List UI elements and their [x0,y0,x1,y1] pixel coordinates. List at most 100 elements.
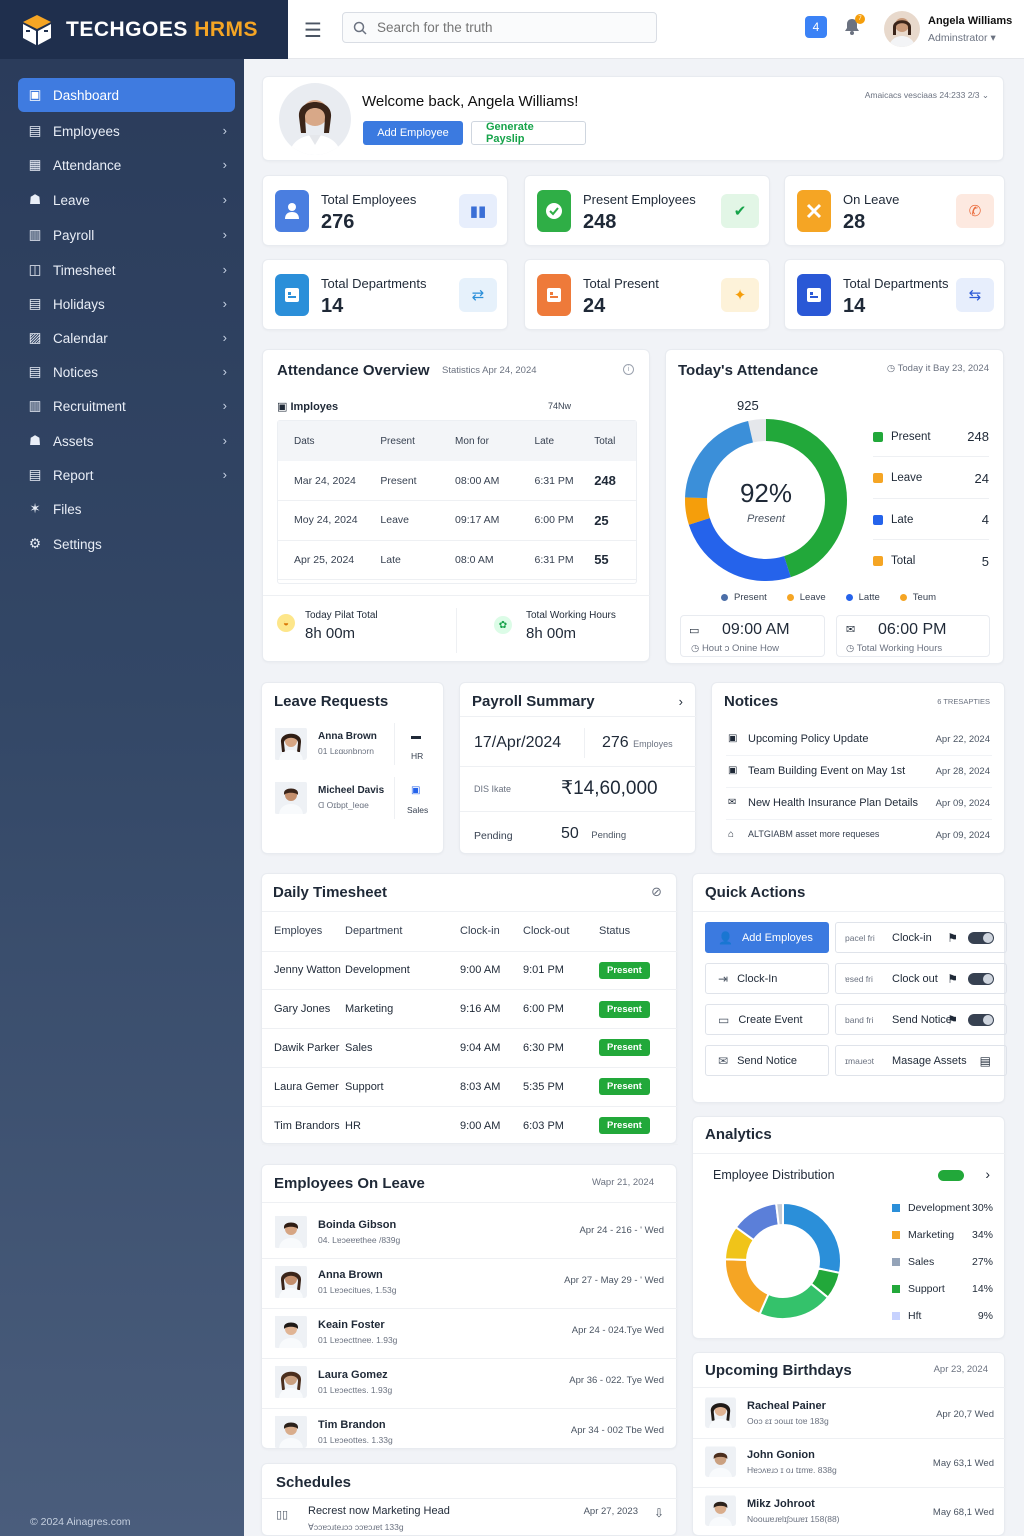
quick-action-clock-in[interactable]: ⇥ Clock-In [705,963,829,994]
pie-slice [724,1258,770,1316]
table-row[interactable]: Jenny Watton Development 9:00 AM 9:01 PM Pre… [262,951,678,990]
list-item[interactable]: Keain Foster 01 Lɐɔecttneɐ. 1.93ɡ [274,1315,397,1348]
legend-item: Present 248 [873,429,989,457]
person-sub: 01 Lɐɔecttneɐ. 1.93ɡ [318,1334,398,1345]
table-cell: 6:03 PM [523,1119,564,1132]
sidebar-item-settings[interactable]: ⚙ Settings [18,527,235,561]
bell-icon: ▤ [28,364,42,379]
welcome-meta[interactable]: Amaicacs vesciaas 24:233 2/3 ⌄ [864,90,989,100]
notice-title[interactable]: Upcoming Policy Update [748,733,869,745]
bell-icon[interactable]: 7 [844,14,865,40]
user-menu[interactable]: Angela Williams Adminstrator ▾ [884,11,1012,47]
sidebar-item-notices[interactable]: ▤ Notices › [18,355,235,389]
download-icon[interactable]: ⇩ [653,1506,664,1520]
sidebar-item-attendance[interactable]: ▦ Attendance › [18,148,235,182]
generate-payslip-button[interactable]: Generate Payslip [471,121,586,145]
stat-card-total-present[interactable]: Total Present 24 ✦ [524,259,770,330]
messages-badge[interactable]: 4 [805,16,827,38]
table-row[interactable]: Moy 24, 2024 Leave 09:17 AM 6:00 PM 25 [278,501,636,540]
list-item[interactable]: Anna Brown 01 Lɐɔecitues, 1.53ɡ [274,1265,396,1298]
schedule-title[interactable]: Recrest now Marketing Head [308,1505,450,1517]
sidebar-item-timesheet[interactable]: ◫ Timesheet › [18,253,235,287]
attach-icon[interactable]: ⊘ [651,884,662,899]
person-name: Racheal Painer [747,1399,826,1412]
welcome-card: Welcome back, Angela Williams! Add Emplo… [262,76,1004,161]
quick-actions-title: Quick Actions [705,884,806,901]
quick-action-add-employes[interactable]: 👤 Add Employes [705,922,829,953]
legend-value: 27% [971,1256,993,1268]
table-cell: Present [380,474,417,487]
menu-icon[interactable]: ☰ [304,20,322,42]
legend-label: Marketing [908,1229,955,1241]
table-cell: 6:31 PM [534,474,574,487]
button-label: Create Event [738,1013,803,1026]
leave-requests-title: Leave Requests [274,693,389,710]
stat-card-on-leave[interactable]: On Leave 28 ✆ [784,175,1005,246]
sidebar-item-assets[interactable]: ☗ Assets › [18,424,235,458]
quick-action-create-event[interactable]: ▭ Create Event [705,1004,829,1035]
person-name: Boinda Gibson [318,1218,397,1231]
sidebar-item-recruitment[interactable]: ▥ Recruitment › [18,389,235,423]
sidebar-item-files[interactable]: ✶ Files [18,492,235,526]
period-label: 74Nw [548,401,572,411]
stat-card-total-departments[interactable]: Total Departments 14 ⇆ [784,259,1005,330]
table-row[interactable]: Dawik Parker Sales 9:04 AM 6:30 PM Present [262,1028,678,1068]
sidebar-item-payroll[interactable]: ▥ Payroll › [18,218,235,252]
table-row[interactable]: Mar 24, 2024 Present 08:00 AM 6:31 PM 248 [278,461,636,501]
quick-setting-row[interactable]: pacel fri Clock-in ⚑ [835,922,1007,953]
employees-on-leave-card: Employees On Leave Wapr 21, 2024 Boinda … [261,1164,678,1449]
table-row[interactable]: Gary Jones Marketing 9:16 AM 6:00 PM Present [262,989,678,1029]
upcoming-birthdays-card: Upcoming Birthdays Apr 23, 2024 Racheal … [692,1352,1006,1536]
legend-dot [899,594,907,601]
quick-setting-row[interactable]: ɪmaɹeɔt Masage Assets ▤ [835,1045,1007,1076]
sidebar-item-label: Leave [53,192,90,208]
table-row[interactable]: Apr 25, 2024 Late 08:0 AM 6:31 PM 55 [278,540,636,580]
chevron-right-icon: › [222,227,227,242]
analytics-toggle[interactable] [938,1170,964,1181]
toggle-switch[interactable] [968,972,994,985]
sidebar-item-dashboard[interactable]: ▣ Dashboard [18,78,235,112]
toggle-switch[interactable] [968,1013,994,1026]
search-box[interactable] [342,12,657,43]
chevron-right-icon[interactable]: › [985,1166,990,1182]
list-item[interactable]: Tim Brandon 01 Lɐɔeottes. 1.33ɡ [274,1415,393,1448]
legend-swatch [892,1231,900,1239]
list-item[interactable]: Micheel Davis Ɑ Oɪbpt_leɑe [274,781,384,814]
notice-title[interactable]: New Health Insurance Plan Details [748,797,918,809]
legend-label: Support [908,1283,945,1295]
calendar-check-icon: ▦ [28,157,42,172]
quick-action-send-notice[interactable]: ✉ Send Notice [705,1045,829,1076]
brand-name: TECHGOES HRMS [66,17,259,41]
brand[interactable]: TECHGOES HRMS [0,0,288,59]
notice-title[interactable]: ALTGIABM asset more requeses [748,829,880,839]
sidebar-item-calendar[interactable]: ▨ Calendar › [18,321,235,355]
list-item[interactable]: Anna Brown 01 Lɛɑʊnbnɔrn [274,727,377,760]
quick-setting-row[interactable]: ɐsed fri Clock out ⚑ [835,963,1007,994]
list-item[interactable]: Mikz Johroot Nooɯɐɹɐlɪʃɔɯɐɪ 158(88) [705,1495,840,1526]
table-row[interactable]: Tim Brandors HR 9:00 AM 6:03 PM Present [262,1106,678,1145]
notice-date: Apr 09, 2024 [935,798,990,809]
toggle-switch[interactable] [968,931,994,944]
list-item[interactable]: Laura Gomez 01 Lɐɔecttes. 1.93ɡ [274,1365,392,1398]
table-row[interactable]: Laura Gemer Support 8:03 AM 5:35 PM Present [262,1067,678,1107]
notice-title[interactable]: Team Building Event on May 1st [748,765,906,777]
avatar [279,83,351,155]
sidebar-item-report[interactable]: ▤ Report › [18,458,235,492]
sidebar-item-employees[interactable]: ▤ Employees › [18,114,235,148]
list-item[interactable]: John Gonion Hɐɔʌɐɹɔ ɪ oɹ tɪmɐ. 838ɡ [705,1446,837,1477]
list-item[interactable]: Racheal Painer Ooɔ ɛɪ ɔoɯɪ toɐ 183ɡ [705,1397,829,1428]
list-item[interactable]: Boinda Gibson 04. Lɐɔeɐɐthee /839ɡ [274,1215,400,1248]
sidebar-item-holidays[interactable]: ▤ Holidays › [18,287,235,321]
attendance-overview-title: Attendance Overview [277,362,430,379]
table-cell: 09:17 AM [455,514,500,527]
search-input[interactable] [377,20,637,35]
chevron-right-icon[interactable]: › [678,694,683,709]
stat-card-total-employees[interactable]: Total Employees 276 ▮▮ [262,175,508,246]
add-employee-button[interactable]: Add Employee [363,121,463,145]
sidebar-item-leave[interactable]: ☗ Leave › [18,183,235,217]
info-icon[interactable]: i [623,364,634,375]
stat-card-total-departments[interactable]: Total Departments 14 ⇄ [262,259,508,330]
stat-card-present-employees[interactable]: Present Employees 248 ✔ [524,175,770,246]
notices-meta[interactable]: 6 TRESAPTIES [937,697,990,706]
quick-setting-row[interactable]: band fri Send Notice ⚑ [835,1004,1007,1035]
